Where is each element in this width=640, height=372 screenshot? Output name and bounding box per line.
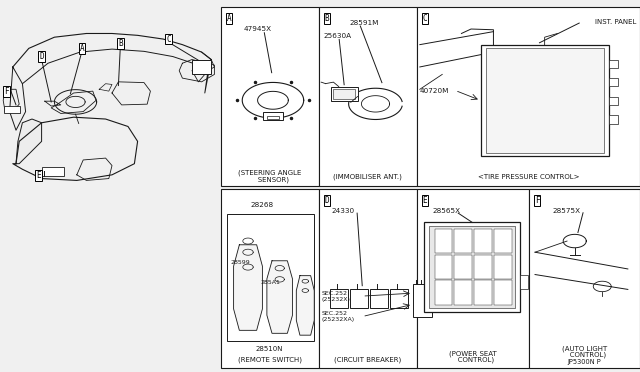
Bar xyxy=(4,106,20,113)
Text: A: A xyxy=(227,14,232,23)
Bar xyxy=(609,78,618,86)
Text: 28575X: 28575X xyxy=(553,208,581,214)
Text: INST. PANEL: INST. PANEL xyxy=(595,19,637,25)
Bar xyxy=(520,275,528,289)
Text: F: F xyxy=(534,196,540,205)
Text: 28591M: 28591M xyxy=(349,20,379,26)
Text: 285A1: 285A1 xyxy=(260,280,280,285)
Text: D: D xyxy=(39,52,44,61)
Text: E: E xyxy=(36,171,41,180)
Bar xyxy=(390,289,408,308)
Bar xyxy=(454,229,472,253)
Text: (25232X): (25232X) xyxy=(322,296,351,302)
Text: 28510N: 28510N xyxy=(256,346,284,352)
Bar xyxy=(413,284,432,317)
Bar xyxy=(435,280,452,305)
Bar xyxy=(267,116,280,119)
Bar xyxy=(454,280,472,305)
Text: A: A xyxy=(79,44,84,53)
Text: 28599: 28599 xyxy=(230,260,250,265)
Bar xyxy=(529,189,640,368)
Bar xyxy=(370,289,388,308)
Text: 24330: 24330 xyxy=(332,208,355,214)
Text: F: F xyxy=(4,87,9,96)
Bar xyxy=(474,229,492,253)
Bar xyxy=(221,189,319,368)
Bar xyxy=(494,280,512,305)
Text: (STEERING ANGLE: (STEERING ANGLE xyxy=(238,170,301,176)
Text: <TIRE PRESSURE CONTROL>: <TIRE PRESSURE CONTROL> xyxy=(477,174,579,180)
Text: (CIRCUIT BREAKER): (CIRCUIT BREAKER) xyxy=(334,356,401,363)
Bar xyxy=(424,222,520,312)
Polygon shape xyxy=(234,245,262,330)
Bar xyxy=(609,97,618,105)
Polygon shape xyxy=(16,119,42,164)
Text: 47945X: 47945X xyxy=(243,26,271,32)
Text: 40720M: 40720M xyxy=(420,88,449,94)
Polygon shape xyxy=(296,276,314,335)
Text: JP5300N P: JP5300N P xyxy=(568,359,601,365)
Bar xyxy=(481,45,609,156)
Text: (25232XA): (25232XA) xyxy=(322,317,355,322)
Bar xyxy=(494,229,512,253)
Bar xyxy=(474,280,492,305)
Bar xyxy=(42,167,64,176)
Bar xyxy=(262,112,283,120)
Bar xyxy=(333,89,355,99)
Bar xyxy=(319,7,417,186)
Bar xyxy=(221,7,319,186)
Bar xyxy=(454,255,472,279)
Text: B: B xyxy=(118,39,123,48)
Text: (REMOTE SWITCH): (REMOTE SWITCH) xyxy=(238,356,302,363)
Bar xyxy=(417,7,640,186)
Bar xyxy=(429,226,515,308)
Text: C: C xyxy=(422,14,428,23)
Bar xyxy=(350,289,368,308)
Text: (IMMOBILISER ANT.): (IMMOBILISER ANT.) xyxy=(333,173,402,180)
Text: 25630A: 25630A xyxy=(324,33,352,39)
Bar xyxy=(3,7,219,368)
Text: 28268: 28268 xyxy=(250,202,273,208)
Bar xyxy=(330,289,348,308)
Text: 28565X: 28565X xyxy=(433,208,461,214)
Text: (AUTO LIGHT: (AUTO LIGHT xyxy=(562,346,607,352)
Bar xyxy=(435,255,452,279)
Text: SENSOR): SENSOR) xyxy=(251,176,289,183)
Bar xyxy=(435,229,452,253)
Bar xyxy=(331,87,358,101)
Bar xyxy=(474,255,492,279)
Text: SEC.252: SEC.252 xyxy=(322,311,348,316)
Bar xyxy=(227,214,314,341)
Bar xyxy=(192,60,211,74)
Text: D: D xyxy=(324,196,330,205)
Text: E: E xyxy=(422,196,428,205)
Text: (POWER SEAT: (POWER SEAT xyxy=(449,350,497,357)
Polygon shape xyxy=(267,261,292,333)
Text: B: B xyxy=(324,14,330,23)
Text: C: C xyxy=(166,35,171,44)
Bar xyxy=(486,48,604,153)
Bar xyxy=(494,255,512,279)
Bar xyxy=(417,189,529,368)
Text: CONTROL): CONTROL) xyxy=(563,352,606,358)
Bar xyxy=(609,115,618,124)
Text: SEC.252: SEC.252 xyxy=(322,291,348,296)
Bar xyxy=(319,189,417,368)
Text: CONTROL): CONTROL) xyxy=(451,356,494,363)
Bar xyxy=(609,60,618,68)
